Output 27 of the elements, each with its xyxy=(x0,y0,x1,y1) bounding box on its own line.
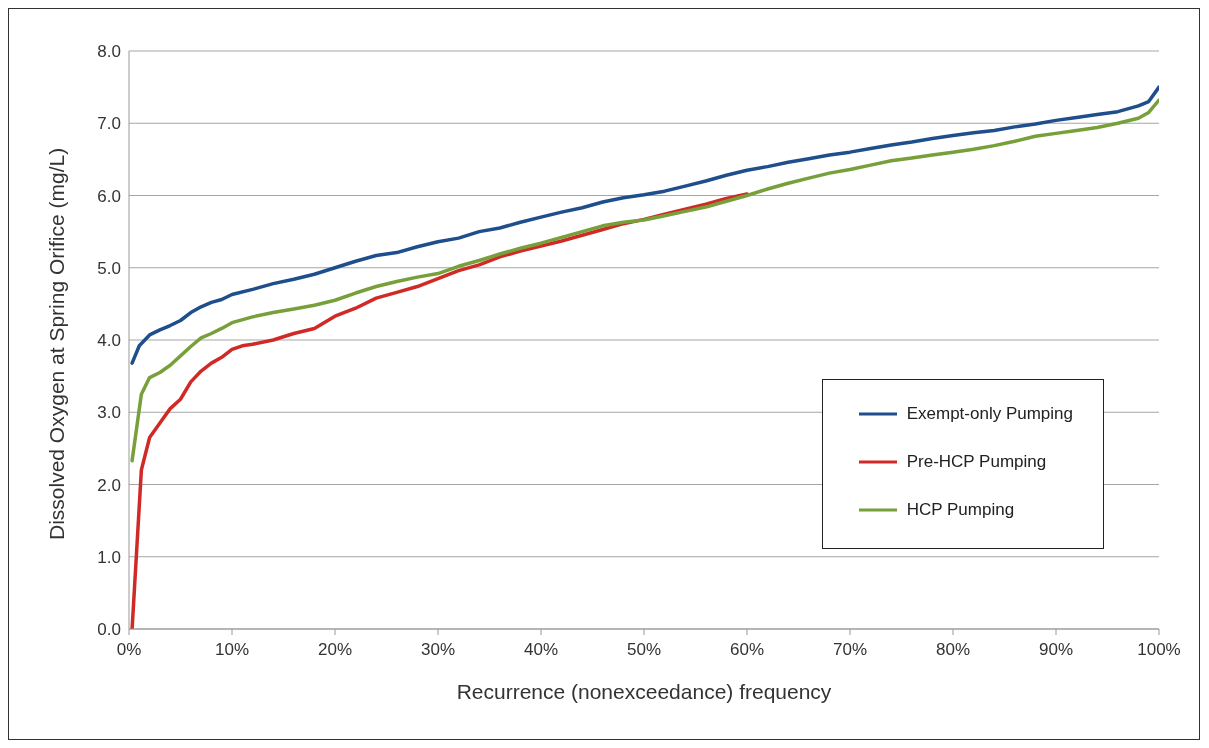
legend-label: Exempt-only Pumping xyxy=(906,404,1073,424)
line-series xyxy=(130,85,1159,365)
line-series xyxy=(130,192,749,629)
y-tick-label: 2.0 xyxy=(97,475,121,495)
y-tick-label: 4.0 xyxy=(97,331,121,351)
x-tick-label: 50% xyxy=(626,640,662,660)
x-tick-label: 90% xyxy=(1038,640,1074,660)
y-tick-label: 8.0 xyxy=(97,42,121,62)
legend-label: HCP Pumping xyxy=(906,500,1015,520)
y-tick-label: 6.0 xyxy=(97,186,121,206)
y-tick-label: 3.0 xyxy=(97,403,121,423)
x-tick-label: 80% xyxy=(935,640,971,660)
y-tick-label: 7.0 xyxy=(97,114,121,134)
x-tick-label: 30% xyxy=(420,640,456,660)
x-tick-label: 100% xyxy=(1137,640,1181,660)
x-tick-label: 70% xyxy=(832,640,868,660)
x-axis-title: Recurrence (nonexceedance) frequency xyxy=(456,680,832,703)
x-tick-label: 20% xyxy=(317,640,353,660)
y-tick-label: 0.0 xyxy=(97,620,121,640)
y-tick-label: 5.0 xyxy=(97,258,121,278)
x-tick-label: 10% xyxy=(214,640,250,660)
x-tick-label: 40% xyxy=(523,640,559,660)
legend-label: Pre-HCP Pumping xyxy=(906,452,1047,472)
x-tick-label: 60% xyxy=(729,640,765,660)
x-tick-label: 0% xyxy=(116,640,142,660)
y-tick-label: 1.0 xyxy=(97,547,121,567)
y-axis-title: Dissolved Oxygen at Spring Orifice (mg/L) xyxy=(45,147,69,540)
